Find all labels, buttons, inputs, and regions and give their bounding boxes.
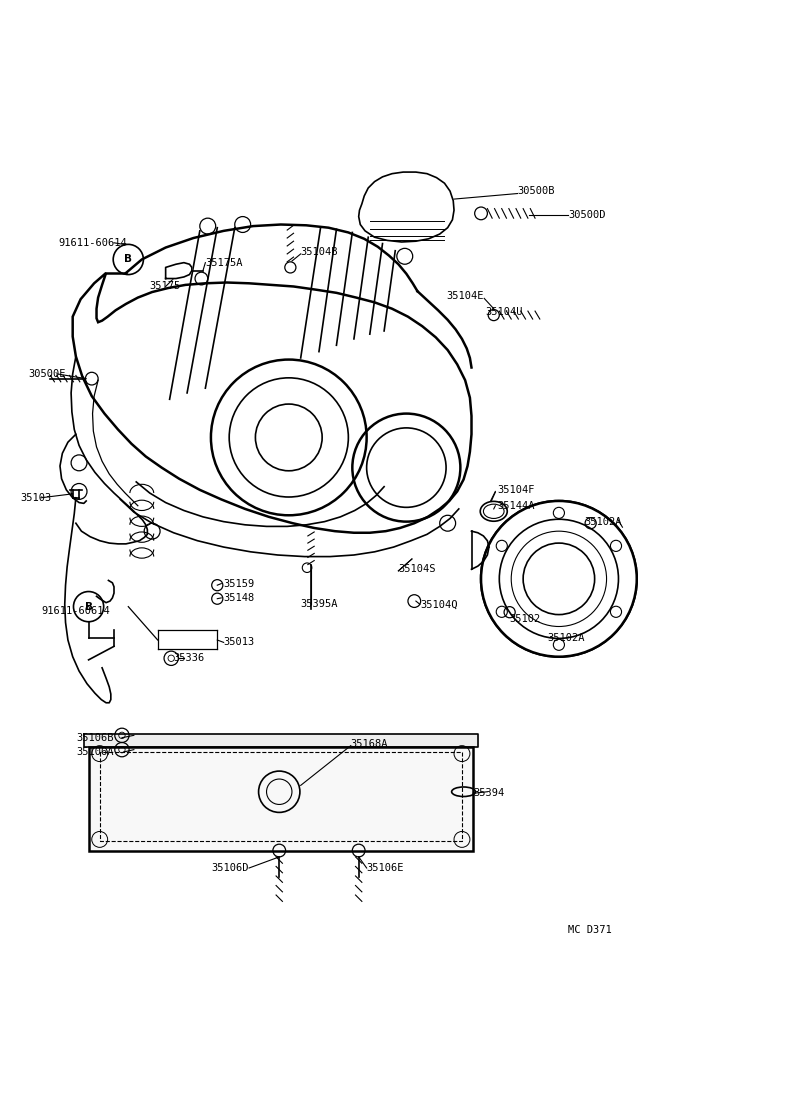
Text: 35104Q: 35104Q — [420, 599, 458, 609]
Polygon shape — [166, 263, 192, 279]
Text: B: B — [124, 254, 132, 264]
Text: 30500B: 30500B — [518, 186, 555, 196]
Circle shape — [481, 501, 637, 657]
Text: 30500E: 30500E — [28, 369, 66, 379]
Text: 35103: 35103 — [20, 493, 51, 503]
Polygon shape — [84, 734, 478, 747]
Circle shape — [114, 244, 143, 274]
Text: 35168A: 35168A — [350, 739, 388, 749]
Text: 35104S: 35104S — [398, 564, 436, 574]
Text: 35336: 35336 — [174, 654, 205, 664]
Text: 35175A: 35175A — [206, 258, 243, 268]
Circle shape — [74, 592, 104, 622]
Text: 35104E: 35104E — [446, 291, 483, 301]
Text: 35106D: 35106D — [211, 862, 249, 872]
Text: 35106B: 35106B — [76, 733, 114, 743]
Text: 91611-60614: 91611-60614 — [58, 238, 127, 248]
Text: 35394: 35394 — [473, 788, 504, 798]
Polygon shape — [358, 172, 454, 242]
Text: 35159: 35159 — [224, 578, 255, 588]
Text: 30500D: 30500D — [569, 210, 606, 220]
Text: 35104F: 35104F — [497, 485, 534, 495]
Text: 35148: 35148 — [224, 593, 255, 603]
Text: 35144A: 35144A — [497, 501, 534, 511]
Text: B: B — [85, 602, 93, 612]
Text: 35104U: 35104U — [486, 306, 523, 316]
Text: 35395A: 35395A — [301, 599, 338, 609]
Text: 35102A: 35102A — [547, 633, 585, 643]
Text: 35106A: 35106A — [76, 747, 114, 757]
Text: 35102A: 35102A — [584, 516, 622, 526]
Text: 35013: 35013 — [224, 637, 255, 647]
Text: 35175: 35175 — [150, 282, 181, 292]
Text: MC D371: MC D371 — [569, 925, 612, 935]
Text: 35104B: 35104B — [301, 246, 338, 256]
Text: 91611-60614: 91611-60614 — [41, 606, 110, 616]
Text: 35106E: 35106E — [366, 862, 404, 872]
Text: 35102: 35102 — [510, 614, 541, 624]
Polygon shape — [73, 273, 471, 533]
Polygon shape — [89, 747, 473, 850]
